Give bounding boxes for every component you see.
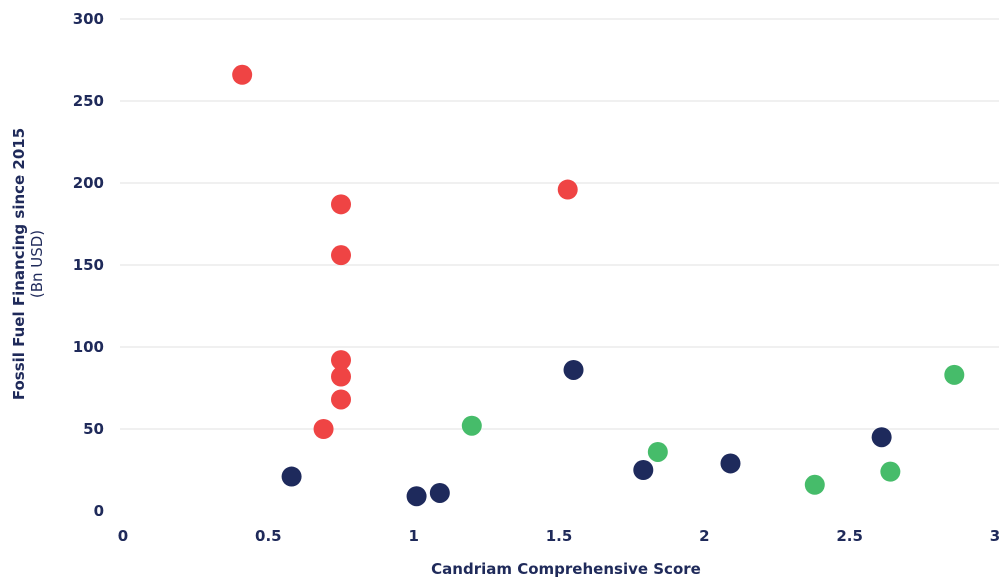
data-point <box>331 350 351 371</box>
x-tick-label: 1.5 <box>546 527 573 545</box>
data-point <box>281 466 302 487</box>
x-tick-label: 2.5 <box>836 527 863 545</box>
data-point <box>804 474 825 495</box>
data-point <box>633 460 654 480</box>
data-point <box>944 364 965 385</box>
y-axis-ticks: 0 50 100 150 200 250 300 <box>73 10 104 520</box>
y-tick-label: 100 <box>73 338 104 356</box>
data-point <box>557 179 578 200</box>
data-point <box>563 359 584 380</box>
data-point <box>331 366 351 387</box>
y-tick-label: 50 <box>83 420 104 438</box>
data-point <box>331 245 351 266</box>
data-points <box>232 64 965 507</box>
data-point <box>406 486 427 507</box>
x-axis-title: Candriam Comprehensive Score <box>431 560 701 578</box>
x-tick-label: 2 <box>699 527 709 545</box>
y-tick-label: 250 <box>73 92 104 110</box>
data-point <box>720 453 741 474</box>
x-axis-ticks: 0 0.5 1 1.5 2 2.5 3 <box>118 527 999 545</box>
data-point <box>871 427 892 448</box>
data-point <box>331 194 351 215</box>
y-axis-unit-group: (Bn USD) <box>28 230 46 298</box>
x-tick-label: 0 <box>118 527 128 545</box>
x-tick-label: 3 <box>990 527 999 545</box>
y-tick-label: 150 <box>73 256 104 274</box>
y-axis-title-group: Fossil Fuel Financing since 2015 <box>10 128 28 400</box>
data-point <box>331 389 351 410</box>
data-point <box>313 419 334 439</box>
y-axis-title: Fossil Fuel Financing since 2015 <box>10 128 28 400</box>
data-point <box>429 482 450 503</box>
y-axis-unit: (Bn USD) <box>28 230 46 298</box>
grid <box>120 18 999 430</box>
data-point <box>880 461 901 482</box>
data-point <box>232 64 253 85</box>
x-tick-label: 0.5 <box>255 527 282 545</box>
data-point <box>461 415 482 436</box>
data-point <box>647 441 668 462</box>
y-tick-label: 200 <box>73 174 104 192</box>
y-tick-label: 300 <box>73 10 104 28</box>
y-tick-label: 0 <box>94 502 104 520</box>
x-tick-label: 1 <box>408 527 418 545</box>
